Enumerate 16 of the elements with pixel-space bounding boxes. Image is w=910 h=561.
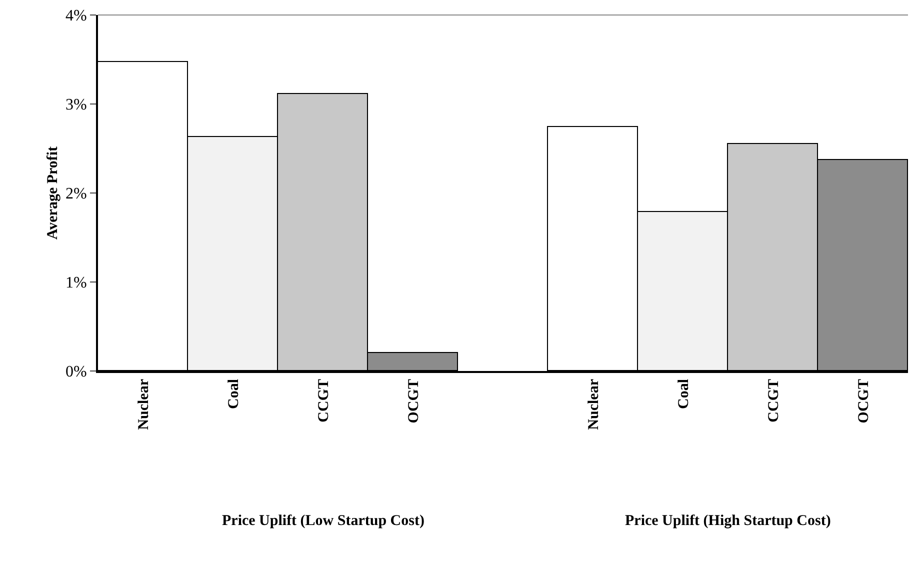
y-axis-title: Average Profit [45,146,61,240]
y-tick-label: 0% [65,364,87,381]
x-tick-label: OCGT [406,379,422,424]
x-tick-label: Coal [226,379,242,409]
x-tick-label: Coal [676,379,692,409]
x-tick-label: CCGT [316,379,332,422]
x-tick-label: Nuclear [586,378,602,430]
x-tick-label: Nuclear [136,378,152,430]
text: Price Uplift (High Startup Cost) [625,513,831,529]
x-tick-label: OCGT [856,379,872,424]
y-tick-label: 2% [65,186,87,203]
y-tick-label: 1% [65,274,87,292]
y-tick-label: 4% [65,8,87,25]
text: Price Uplift (Low Startup Cost) [222,513,424,529]
x-tick-label: CCGT [766,379,782,422]
y-tick-label: 3% [65,96,87,114]
